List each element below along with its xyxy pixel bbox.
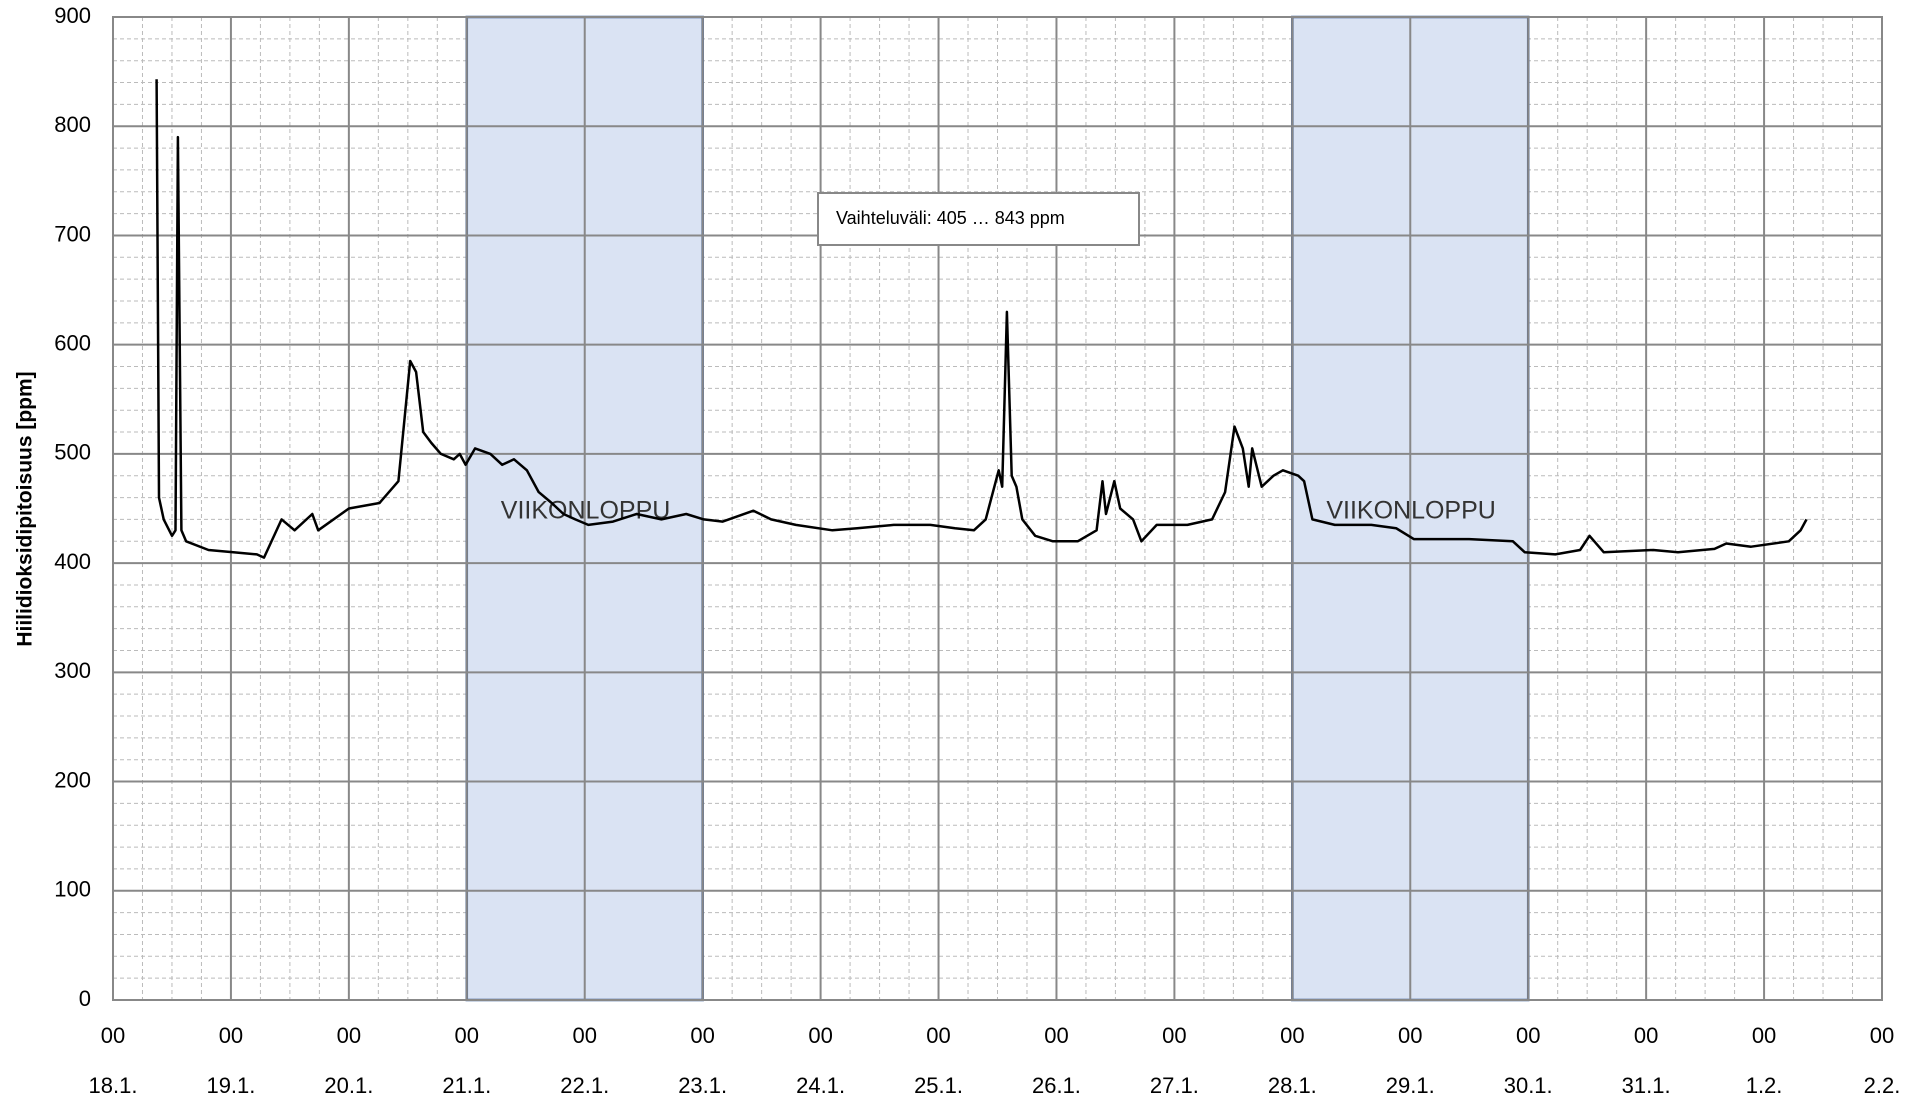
x-tick-hour: 00 bbox=[1870, 1023, 1894, 1048]
x-tick-label: 23.1. bbox=[678, 1073, 727, 1097]
y-tick-label: 700 bbox=[54, 221, 91, 246]
x-tick-label: 20.1. bbox=[324, 1073, 373, 1097]
x-tick-label: 30.1. bbox=[1504, 1073, 1553, 1097]
x-tick-hour: 00 bbox=[455, 1023, 479, 1048]
x-tick-hour: 00 bbox=[219, 1023, 243, 1048]
y-tick-label: 100 bbox=[54, 877, 91, 902]
x-tick-hour: 00 bbox=[1280, 1023, 1304, 1048]
x-tick-hour: 00 bbox=[808, 1023, 832, 1048]
x-tick-hour: 00 bbox=[1634, 1023, 1658, 1048]
x-tick-label: 28.1. bbox=[1268, 1073, 1317, 1097]
x-tick-hour: 00 bbox=[572, 1023, 596, 1048]
x-tick-label: 25.1. bbox=[914, 1073, 963, 1097]
y-tick-label: 0 bbox=[79, 986, 91, 1011]
x-tick-label: 24.1. bbox=[796, 1073, 845, 1097]
x-tick-label: 2.2. bbox=[1864, 1073, 1901, 1097]
annotation: Vaihteluväli: 405 … 843 ppm bbox=[836, 208, 1065, 228]
data-line bbox=[155, 79, 1808, 559]
y-tick-label: 600 bbox=[54, 330, 91, 355]
y-tick-label: 800 bbox=[54, 112, 91, 137]
x-tick-label: 21.1. bbox=[442, 1073, 491, 1097]
plot-border bbox=[112, 16, 1883, 1001]
x-tick-label: 19.1. bbox=[206, 1073, 255, 1097]
x-tick-hour: 00 bbox=[1162, 1023, 1186, 1048]
x-tick-label: 26.1. bbox=[1032, 1073, 1081, 1097]
x-tick-label: 29.1. bbox=[1386, 1073, 1435, 1097]
y-tick-label: 200 bbox=[54, 767, 91, 792]
x-tick-hour: 00 bbox=[926, 1023, 950, 1048]
region-label: VIIKONLOPPU bbox=[1326, 497, 1496, 525]
region-label: VIIKONLOPPU bbox=[501, 497, 671, 525]
x-tick-hour: 00 bbox=[101, 1023, 125, 1048]
y-axis-label: Hiilidioksidipitoisuus [ppm] bbox=[14, 371, 37, 646]
x-tick-hour: 00 bbox=[1752, 1023, 1776, 1048]
x-tick-hour: 00 bbox=[1398, 1023, 1422, 1048]
y-tick-label: 500 bbox=[54, 440, 91, 465]
x-tick-label: 18.1. bbox=[89, 1073, 138, 1097]
x-tick-hour: 00 bbox=[1516, 1023, 1540, 1048]
x-tick-label: 27.1. bbox=[1150, 1073, 1199, 1097]
x-tick-label: 1.2. bbox=[1746, 1073, 1783, 1097]
y-tick-label: 900 bbox=[54, 3, 91, 28]
y-tick-label: 400 bbox=[54, 549, 91, 574]
annotation-box bbox=[817, 192, 1140, 246]
x-tick-hour: 00 bbox=[1044, 1023, 1068, 1048]
x-tick-hour: 00 bbox=[337, 1023, 361, 1048]
x-tick-label: 22.1. bbox=[560, 1073, 609, 1097]
x-tick-hour: 00 bbox=[690, 1023, 714, 1048]
x-tick-label: 31.1. bbox=[1622, 1073, 1671, 1097]
y-tick-label: 300 bbox=[54, 658, 91, 683]
